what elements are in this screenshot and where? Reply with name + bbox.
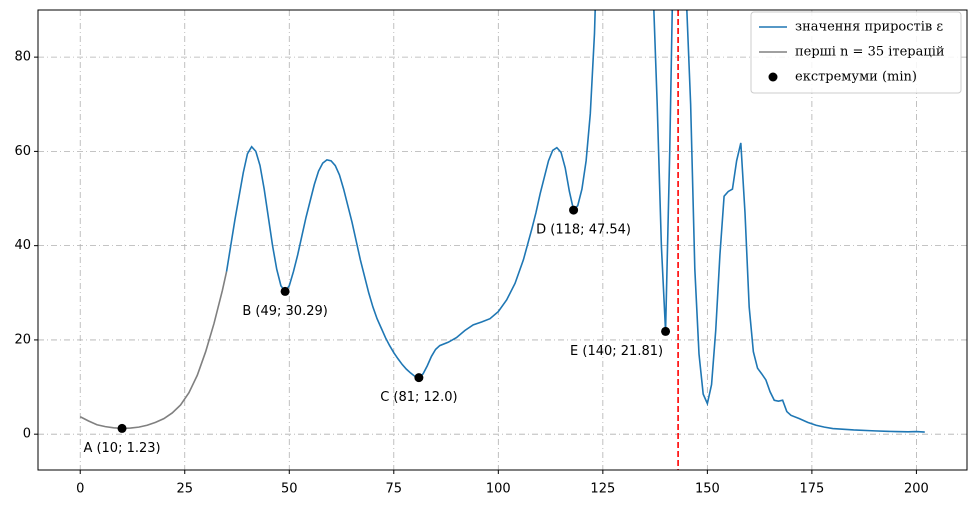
extremum-point xyxy=(117,423,127,433)
series-line xyxy=(225,10,925,433)
legend-label: значення приростів ε xyxy=(795,20,943,35)
extremum-label: C (81; 12.0) xyxy=(380,390,457,405)
x-tick-label: 50 xyxy=(281,482,298,497)
extremum-label: A (10; 1.23) xyxy=(83,441,160,456)
extremum-point xyxy=(280,286,290,296)
legend-label: екстремуми (min) xyxy=(795,70,917,85)
x-tick-label: 0 xyxy=(76,482,84,497)
extremum-point xyxy=(661,326,671,336)
x-tick-label: 150 xyxy=(695,482,720,497)
legend-label: перші n = 35 ітерацій xyxy=(795,45,945,60)
legend: значення приростів ε перші n = 35 ітераці… xyxy=(750,11,962,94)
extremum-point xyxy=(569,205,579,215)
y-tick-label: 20 xyxy=(14,332,31,347)
legend-box xyxy=(750,11,962,94)
series-line xyxy=(79,271,228,430)
y-tick-label: 40 xyxy=(14,238,31,253)
extremum-point xyxy=(414,373,424,383)
x-tick-label: 25 xyxy=(176,482,193,497)
y-tick-label: 80 xyxy=(14,50,31,65)
x-tick-label: 175 xyxy=(799,482,824,497)
y-tick-label: 0 xyxy=(23,427,31,442)
extremum-label: B (49; 30.29) xyxy=(242,304,327,319)
extremum-label: E (140; 21.81) xyxy=(570,344,663,359)
legend-dot xyxy=(768,72,778,82)
grid xyxy=(38,10,967,470)
x-tick-label: 100 xyxy=(486,482,511,497)
extremum-label: D (118; 47.54) xyxy=(536,223,631,238)
x-tick-label: 125 xyxy=(590,482,615,497)
labels: 0 25 50 75 100 125 150 175 200 0 20 40 60 80 A (10; 1.… xyxy=(14,50,928,497)
y-tick-label: 60 xyxy=(14,144,31,159)
x-tick-label: 200 xyxy=(904,482,929,497)
axes-frame xyxy=(37,9,968,471)
x-tick-label: 75 xyxy=(386,482,403,497)
plot-area xyxy=(79,10,925,470)
